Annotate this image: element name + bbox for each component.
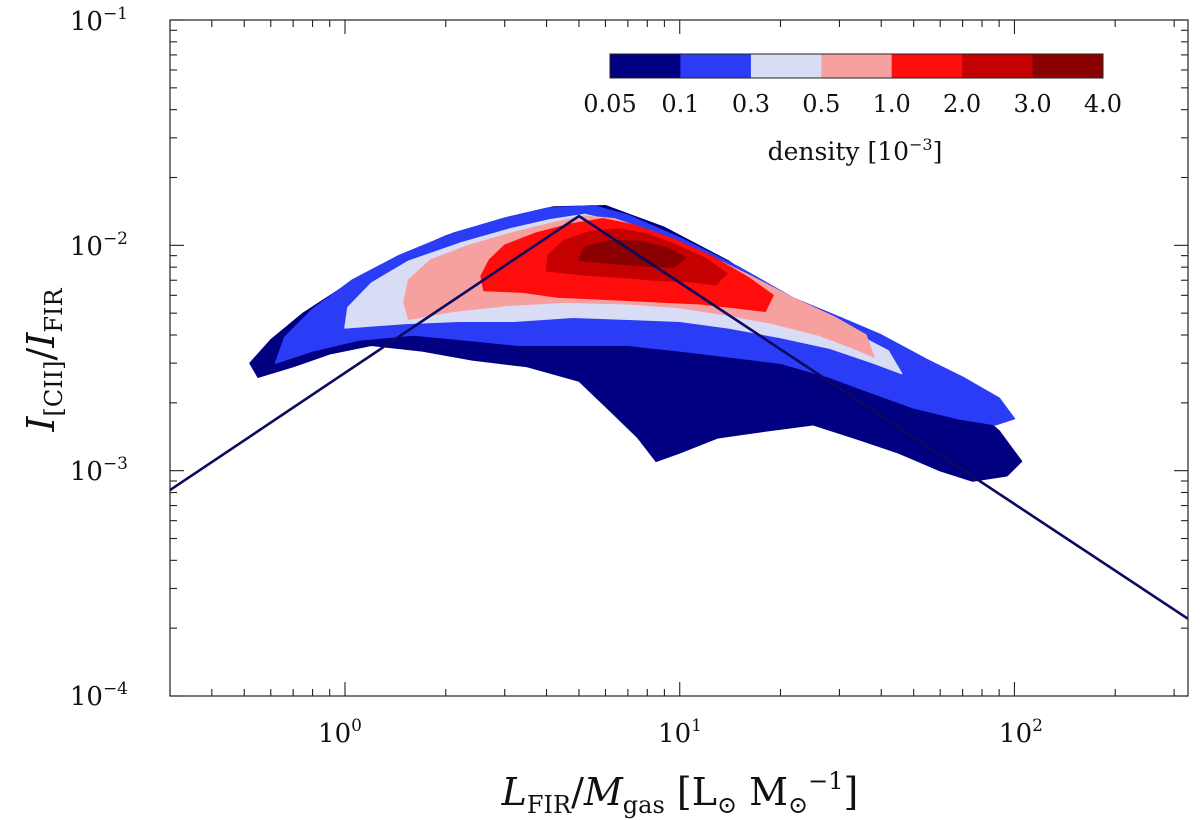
- colorbar-swatches: [610, 54, 1104, 78]
- colorbar-tick-label: 1.0: [873, 90, 911, 118]
- x-tick-labels: 100 101 102: [318, 716, 1043, 749]
- y-tick-label: 10−2: [70, 229, 128, 262]
- colorbar-swatch: [891, 54, 963, 78]
- colorbar-swatch: [821, 54, 893, 78]
- colorbar-tick-label: 4.0: [1084, 90, 1122, 118]
- colorbar-swatch: [680, 54, 752, 78]
- x-tick-label: 101: [658, 716, 702, 749]
- x-axis-label: LFIR/Mgas [L⊙ M⊙−1]: [501, 767, 859, 819]
- contour-layers: [249, 204, 1023, 482]
- colorbar-tick-label: 0.3: [732, 90, 770, 118]
- axis-ticks: [169, 19, 1188, 697]
- colorbar-swatch: [750, 54, 822, 78]
- colorbar-tick-labels: 0.05 0.1 0.3 0.5 1.0 2.0 3.0 4.0: [583, 90, 1122, 118]
- plot-frame: [169, 19, 1189, 697]
- colorbar-tick-label: 0.5: [802, 90, 840, 118]
- colorbar-label: density [10−3]: [768, 135, 943, 166]
- colorbar-tick-label: 0.05: [583, 90, 636, 118]
- contour-level-3: [578, 239, 687, 268]
- colorbar-swatch: [1032, 54, 1104, 78]
- colorbar-swatch: [610, 54, 681, 78]
- y-tick-label: 10−1: [70, 4, 128, 37]
- colorbar-frame: [609, 53, 1104, 79]
- y-tick-label: 10−4: [70, 679, 128, 712]
- colorbar-tick-label: 3.0: [1014, 90, 1052, 118]
- colorbar-tick-label: 0.1: [661, 90, 699, 118]
- colorbar: 0.05 0.1 0.3 0.5 1.0 2.0 3.0 4.0 density [10−3]: [583, 53, 1122, 166]
- y-tick-label: 10−3: [70, 454, 128, 487]
- colorbar-tick-label: 2.0: [943, 90, 981, 118]
- colorbar-swatch: [962, 54, 1033, 78]
- y-axis-label: I[CII]/IFIR: [19, 288, 68, 433]
- y-tick-labels: 10−4 10−3 10−2 10−1: [70, 4, 128, 712]
- x-tick-label: 100: [318, 716, 362, 749]
- x-tick-label: 102: [999, 716, 1043, 749]
- fit-line: [169, 214, 1189, 620]
